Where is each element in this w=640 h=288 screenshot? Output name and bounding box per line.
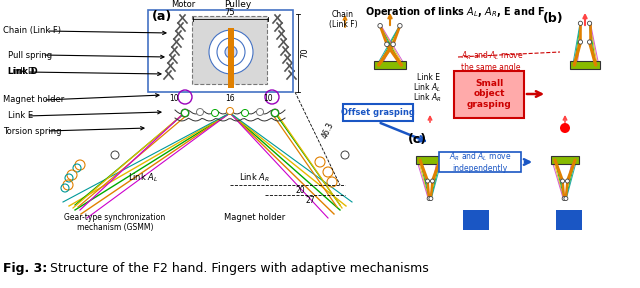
Circle shape: [209, 30, 253, 74]
Text: Chain (Link F): Chain (Link F): [3, 26, 61, 35]
Text: Chain
(Link F): Chain (Link F): [329, 10, 357, 29]
Circle shape: [427, 197, 431, 200]
FancyBboxPatch shape: [439, 152, 521, 172]
Circle shape: [241, 109, 248, 117]
Text: 10: 10: [169, 94, 179, 103]
Circle shape: [588, 40, 591, 44]
Bar: [463, 210, 489, 230]
Text: Link E: Link E: [417, 73, 440, 82]
Circle shape: [579, 40, 582, 44]
Circle shape: [227, 107, 234, 115]
Text: 27: 27: [305, 196, 315, 205]
Circle shape: [182, 109, 189, 117]
Text: Link D: Link D: [8, 67, 38, 77]
Text: Magnet holder: Magnet holder: [3, 96, 64, 105]
Circle shape: [579, 21, 582, 25]
Text: 70: 70: [300, 48, 309, 58]
Circle shape: [378, 24, 382, 28]
FancyBboxPatch shape: [343, 104, 413, 121]
Text: Link $A_L$: Link $A_L$: [413, 82, 441, 94]
Text: Small
object
grasping: Small object grasping: [467, 79, 511, 109]
Text: Operation of links $A_L$, $A_R$, E and F: Operation of links $A_L$, $A_R$, E and F: [365, 5, 545, 19]
Circle shape: [217, 38, 245, 66]
Circle shape: [565, 179, 570, 183]
Text: 20: 20: [295, 186, 305, 195]
Circle shape: [111, 151, 119, 159]
Text: Link E: Link E: [8, 111, 33, 120]
Text: 10: 10: [263, 94, 273, 103]
Circle shape: [426, 179, 429, 183]
Text: (b): (b): [543, 12, 564, 25]
Text: Gear-type synchronization
mechanism (GSMM): Gear-type synchronization mechanism (GSM…: [65, 213, 166, 232]
FancyBboxPatch shape: [454, 71, 524, 118]
Text: Link $A_L$: Link $A_L$: [128, 172, 158, 185]
Text: Link D: Link D: [8, 67, 35, 77]
Text: Structure of the F2 hand. Fingers with adaptive mechanisms: Structure of the F2 hand. Fingers with a…: [46, 262, 429, 275]
Circle shape: [561, 179, 564, 183]
Bar: [148, 10, 293, 92]
Text: Link $A_R$: Link $A_R$: [413, 91, 442, 103]
Circle shape: [271, 109, 278, 117]
Text: Offset grasping: Offset grasping: [341, 108, 415, 117]
Bar: [550, 156, 579, 164]
Circle shape: [560, 123, 570, 133]
Circle shape: [431, 179, 435, 183]
Text: $A_R$ and $A_L$ move
the same angle: $A_R$ and $A_L$ move the same angle: [461, 49, 524, 72]
Circle shape: [562, 197, 566, 200]
Bar: [228, 28, 234, 88]
Text: 75: 75: [225, 8, 236, 17]
Text: (c): (c): [408, 133, 427, 146]
Circle shape: [211, 109, 218, 117]
Text: 16: 16: [225, 94, 235, 103]
Text: Pulley: Pulley: [225, 0, 252, 9]
Bar: [374, 61, 406, 69]
Bar: [570, 61, 600, 69]
Text: Motor: Motor: [171, 0, 195, 9]
Text: Pull spring: Pull spring: [8, 50, 52, 60]
Text: Magnet holder: Magnet holder: [225, 213, 285, 222]
Text: Fig. 3:: Fig. 3:: [3, 262, 47, 275]
Circle shape: [341, 151, 349, 159]
Circle shape: [225, 46, 237, 58]
Circle shape: [385, 42, 389, 47]
Text: 46.3: 46.3: [320, 120, 335, 140]
Circle shape: [429, 197, 433, 200]
Bar: [192, 16, 267, 84]
Text: Torsion spring: Torsion spring: [3, 126, 61, 135]
Circle shape: [564, 197, 568, 200]
Circle shape: [397, 24, 402, 28]
Circle shape: [391, 42, 396, 47]
Bar: [556, 210, 582, 230]
Circle shape: [271, 109, 279, 117]
Bar: [415, 156, 444, 164]
Circle shape: [588, 21, 591, 25]
Circle shape: [181, 109, 189, 117]
Circle shape: [196, 109, 204, 115]
Text: (a): (a): [152, 10, 172, 23]
Circle shape: [257, 109, 264, 115]
Text: Link $A_R$: Link $A_R$: [239, 172, 271, 185]
Text: $A_R$ and $A_L$ move
independently: $A_R$ and $A_L$ move independently: [449, 151, 511, 173]
